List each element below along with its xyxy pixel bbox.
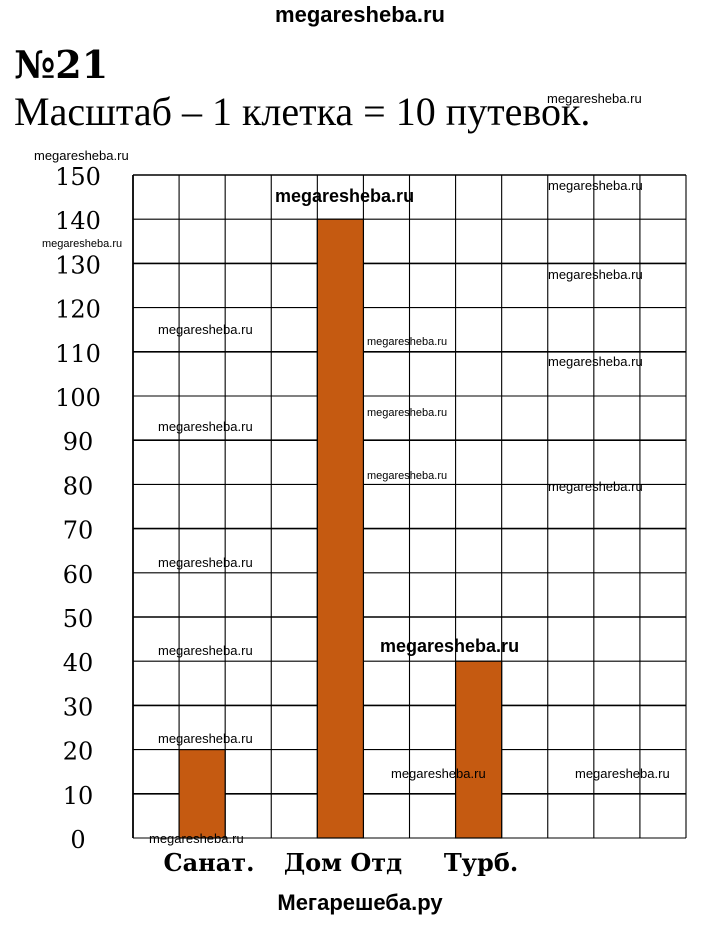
x-axis-labels: Санат. Дом Отд Турб.: [164, 848, 519, 877]
x-category-label: Дом Отд: [284, 848, 402, 877]
watermark: megaresheba.ru: [548, 178, 643, 193]
y-tick-label: 150: [55, 163, 101, 191]
y-tick-label: 50: [63, 605, 94, 633]
site-header: megaresheba.ru: [275, 2, 445, 27]
y-tick-label: 140: [55, 207, 101, 235]
y-tick-label: 100: [55, 384, 101, 412]
watermark: megaresheba.ru: [158, 419, 253, 434]
watermark: megaresheba.ru: [367, 407, 447, 419]
y-tick-label: 30: [63, 693, 94, 721]
bar-2: [316, 218, 365, 839]
watermark: megaresheba.ru: [149, 831, 244, 846]
watermark: megaresheba.ru: [158, 643, 253, 658]
y-tick-label: 40: [63, 649, 94, 677]
scale-note: Масштаб – 1 клетка = 10 путевок.: [14, 89, 591, 134]
watermark: megaresheba.ru: [548, 354, 643, 369]
watermark: megaresheba.ru: [380, 636, 519, 656]
x-category-label: Санат.: [164, 848, 255, 877]
watermark: megaresheba.ru: [158, 555, 253, 570]
watermark: megaresheba.ru: [275, 186, 414, 206]
task-number: №21: [14, 42, 109, 87]
y-tick-label: 0: [70, 826, 85, 854]
watermarks: megaresheba.ru megaresheba.ru megaresheba.…: [34, 91, 670, 846]
watermark: megaresheba.ru: [391, 766, 486, 781]
watermark: megaresheba.ru: [158, 322, 253, 337]
y-tick-label: 90: [63, 428, 94, 456]
watermark: megaresheba.ru: [547, 91, 642, 106]
y-tick-label: 110: [55, 340, 101, 368]
site-footer: Мегарешеба.ру: [277, 890, 443, 915]
y-tick-label: 120: [55, 296, 101, 324]
watermark: megaresheba.ru: [548, 267, 643, 282]
watermark: megaresheba.ru: [367, 336, 447, 348]
y-tick-label: 10: [63, 782, 94, 810]
y-tick-label: 70: [63, 517, 94, 545]
bars: [178, 218, 503, 839]
y-tick-label: 130: [55, 251, 101, 279]
watermark: megaresheba.ru: [367, 470, 447, 482]
bar-3: [454, 660, 503, 839]
y-tick-label: 60: [63, 561, 94, 589]
watermark: megaresheba.ru: [42, 238, 122, 250]
x-category-label: Турб.: [444, 848, 518, 877]
watermark: megaresheba.ru: [34, 148, 129, 163]
bar-1: [178, 748, 226, 839]
watermark: megaresheba.ru: [548, 479, 643, 494]
y-tick-label: 20: [63, 738, 94, 766]
y-axis-ticks: 0 10 20 30 40 50 60 70 80 90 100 110 120 130 140 150: [55, 163, 101, 854]
watermark: megaresheba.ru: [575, 766, 670, 781]
y-tick-label: 80: [63, 472, 94, 500]
grid: [132, 174, 687, 839]
watermark: megaresheba.ru: [158, 731, 253, 746]
